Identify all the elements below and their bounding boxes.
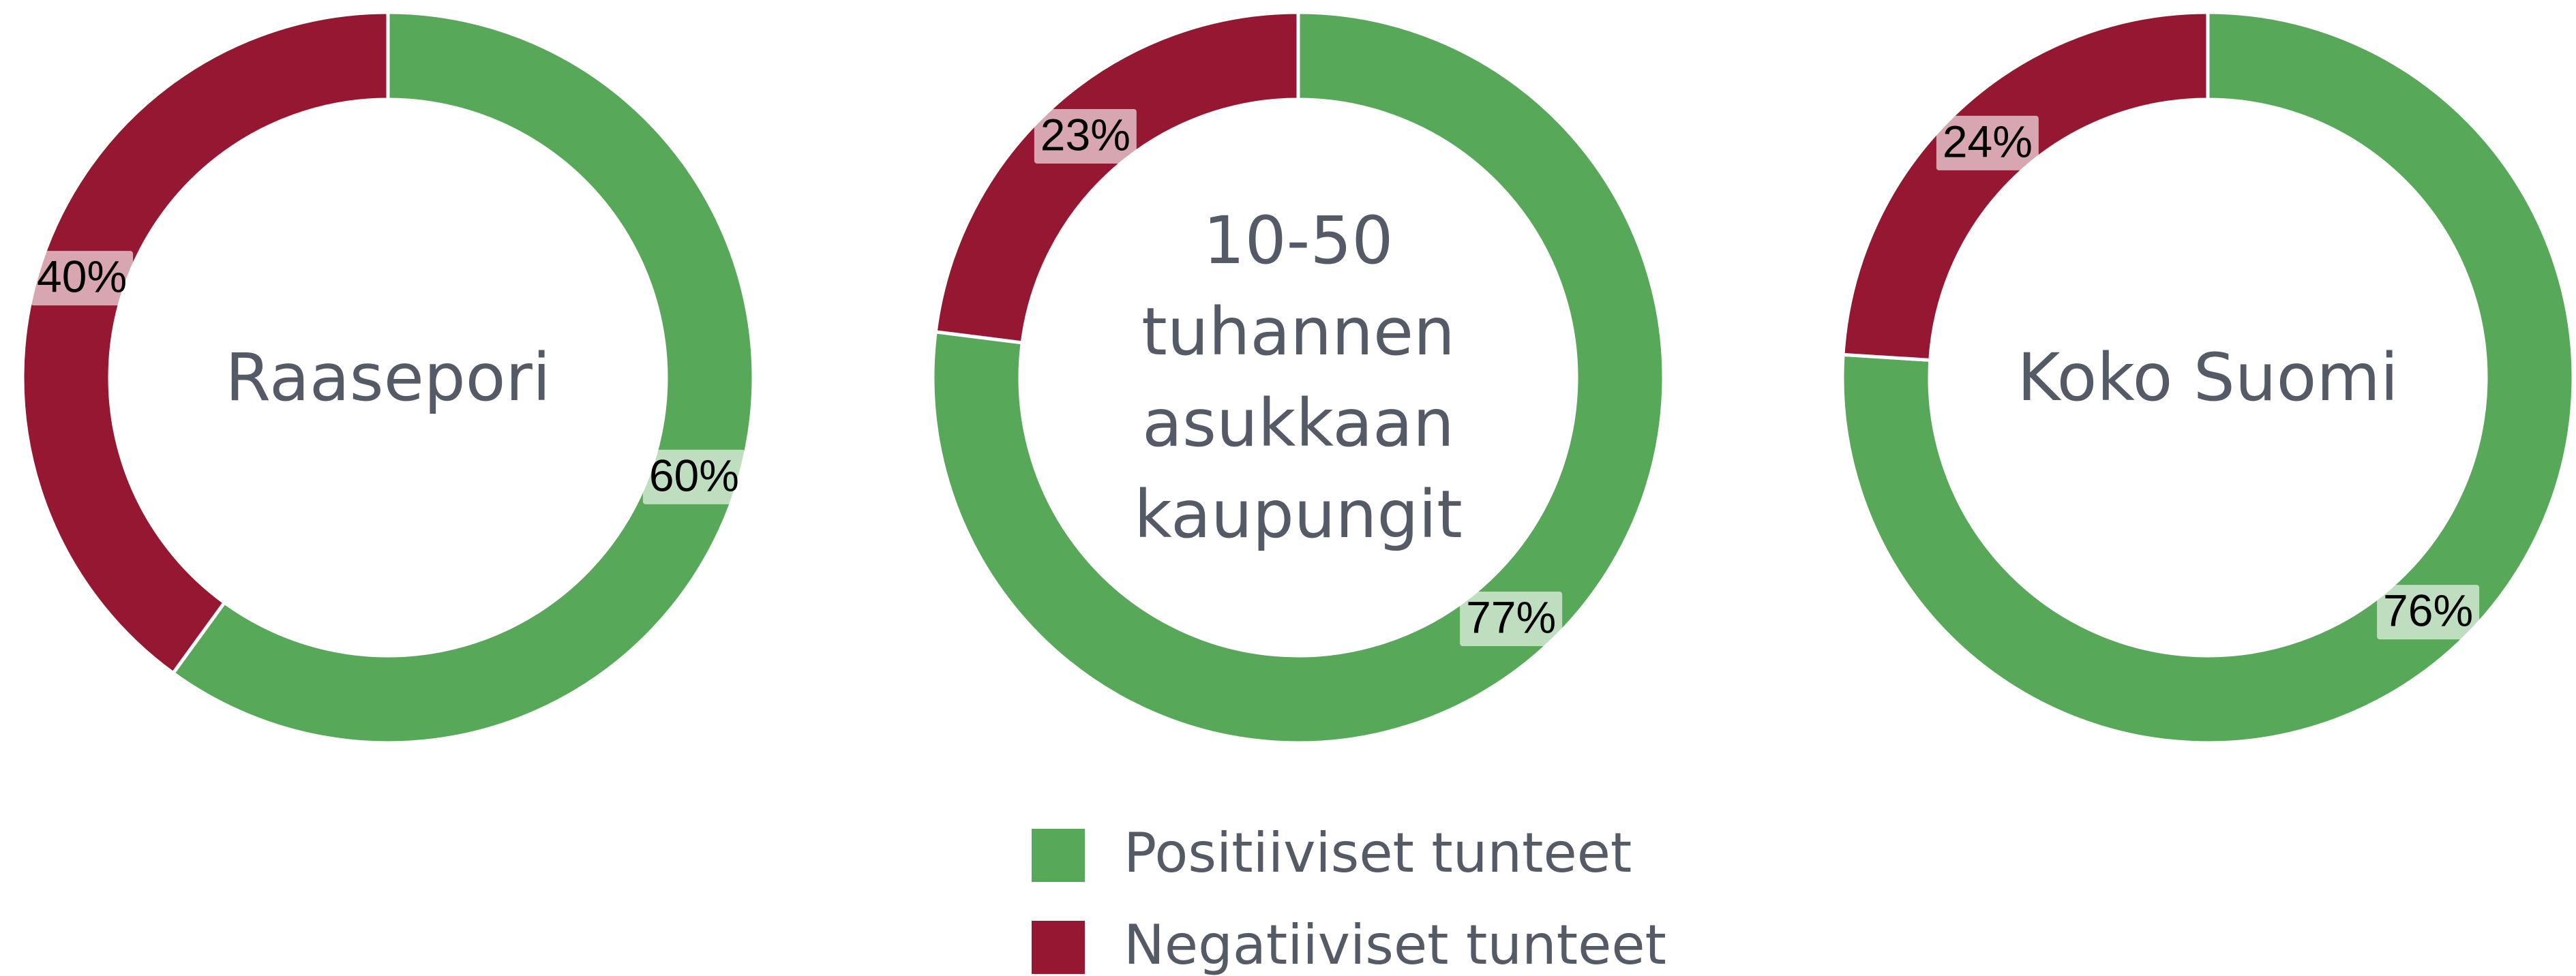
legend-swatch (1032, 921, 1085, 974)
donut-segment (170, 10, 755, 745)
center-label: Koko Suomi (2017, 339, 2399, 416)
center-label: 10-50 tuhannen asukkaan kaupungit (1134, 202, 1463, 553)
donut-segment (1840, 10, 2575, 745)
donut-segment (1841, 10, 2210, 363)
value-label-bg (642, 449, 745, 504)
value-label: 60% (649, 450, 739, 500)
donut-segment (933, 10, 1300, 345)
value-label: 23% (1040, 109, 1130, 159)
legend-label: Positiiviset tunteet (1124, 821, 1632, 885)
value-label-bg (1460, 592, 1563, 647)
center-label: Raasepori (225, 339, 551, 416)
value-label-bg (1034, 108, 1137, 164)
legend-swatch (1032, 829, 1085, 882)
value-label: 24% (1943, 116, 2033, 166)
legend-label: Negatiiviset tunteet (1124, 913, 1666, 976)
value-label: 40% (37, 251, 127, 302)
value-label: 76% (2383, 585, 2473, 636)
value-label-bg (2377, 585, 2480, 640)
value-label-bg (31, 251, 134, 306)
donut-segment (931, 10, 1666, 745)
donut-segment (20, 10, 390, 676)
value-label-bg (1936, 115, 2039, 170)
value-label: 77% (1466, 592, 1556, 642)
